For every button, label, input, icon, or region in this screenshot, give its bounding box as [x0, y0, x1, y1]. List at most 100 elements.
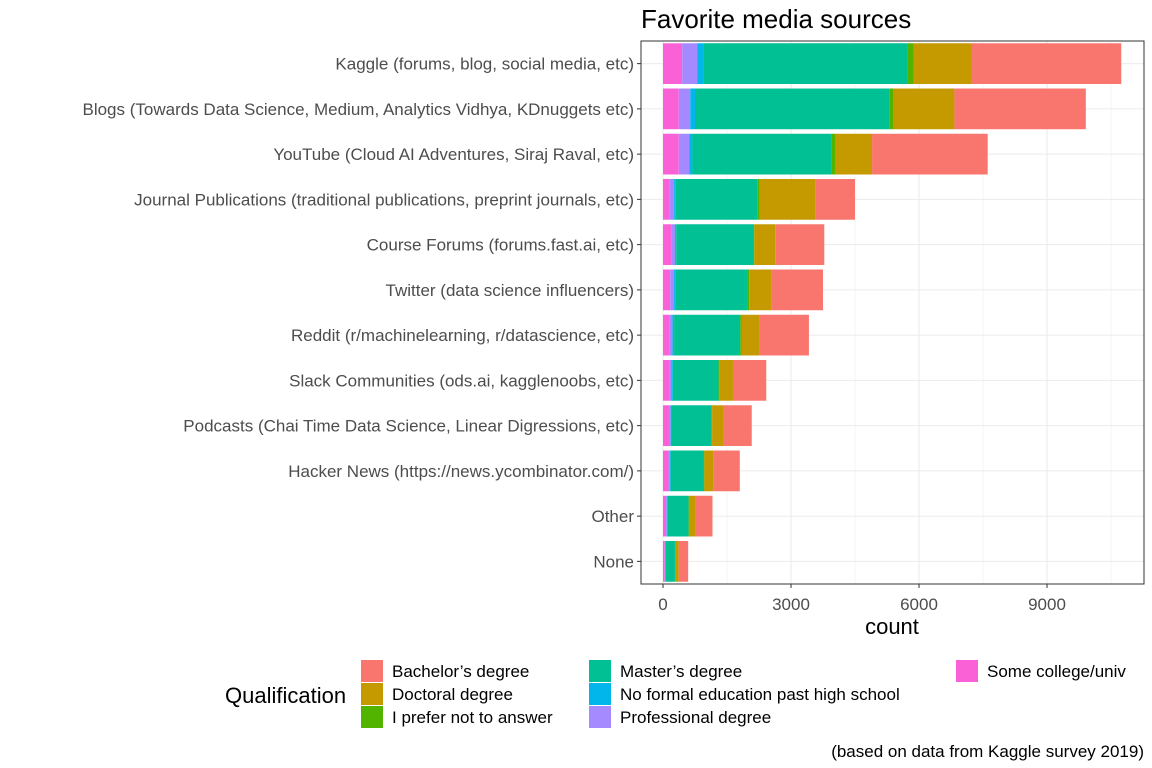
bar-segment: [682, 43, 698, 84]
bar-segment: [703, 450, 705, 492]
bar-group: [663, 269, 823, 311]
bar-segment: [663, 269, 671, 311]
bar-segment: [712, 405, 724, 446]
bar-segment: [689, 495, 696, 537]
bar-segment: [665, 541, 675, 582]
bar-segment: [771, 269, 823, 311]
bar-segment: [695, 88, 890, 130]
bar-segment: [669, 314, 673, 356]
y-tick-label: Slack Communities (ods.ai, kagglenoobs, …: [289, 371, 634, 390]
bar-segment: [907, 43, 914, 84]
legend-key: [956, 660, 978, 682]
legend-items: Bachelor’s degree Doctoral degree I prefer…: [361, 660, 1126, 728]
bar-segment: [759, 179, 816, 220]
bar-segment: [872, 133, 988, 175]
bar-segment: [689, 133, 693, 175]
plot-border: [640, 40, 1145, 585]
bar-segment: [704, 450, 714, 492]
bar-segment: [757, 179, 760, 220]
legend-key: [361, 706, 383, 728]
legend-item: Doctoral degree: [361, 683, 513, 705]
bar-segment: [668, 450, 670, 492]
bar-segment: [718, 360, 720, 401]
bar-segment: [740, 314, 742, 356]
bar-segment: [674, 179, 676, 220]
bar-segment: [663, 314, 670, 356]
bar-segment: [711, 405, 713, 446]
bar-segment: [663, 43, 683, 84]
bar-segment: [670, 405, 672, 446]
legend-item: Bachelor’s degree: [361, 660, 529, 682]
bar-segment: [663, 541, 665, 582]
bar-segment: [741, 314, 760, 356]
y-tick-label: Other: [591, 507, 634, 526]
bar-segment: [672, 360, 719, 401]
legend-label: Some college/univ: [987, 662, 1126, 681]
bar-segment: [670, 450, 704, 492]
bar-segment: [703, 43, 908, 84]
x-axis-title: count: [865, 614, 919, 639]
legend-label: Doctoral degree: [392, 685, 513, 704]
bar-segment: [678, 541, 689, 582]
bar-segment: [669, 360, 672, 401]
bar-segment: [663, 405, 669, 446]
bar-segment: [665, 495, 667, 537]
bar-segment: [674, 314, 741, 356]
legend-title: Qualification: [225, 683, 346, 708]
bar-segment: [674, 269, 676, 311]
legend-label: No formal education past high school: [620, 685, 900, 704]
bar-segment: [815, 179, 855, 220]
bar-segment: [747, 269, 750, 311]
bar-segment: [663, 224, 672, 265]
legend-key: [589, 706, 611, 728]
x-tick-label: 9000: [1028, 595, 1066, 614]
y-tick-label: YouTube (Cloud AI Adventures, Siraj Rava…: [273, 145, 634, 164]
bar-segment: [753, 224, 755, 265]
legend-label: Professional degree: [620, 708, 771, 727]
bar-segment: [674, 224, 677, 265]
bar-segment: [663, 133, 679, 175]
bar-segment: [678, 133, 690, 175]
y-tick-label: Twitter (data science influencers): [386, 281, 635, 300]
y-tick-label: Course Forums (forums.fast.ai, etc): [367, 236, 634, 255]
bar-segment: [671, 360, 673, 401]
bar-segment: [669, 450, 671, 492]
plot-panel: [641, 41, 1144, 584]
y-tick-label: Podcasts (Chai Time Data Science, Linear…: [183, 417, 634, 436]
bar-segment: [668, 405, 671, 446]
bar-segment: [690, 88, 695, 130]
y-tick-label: Hacker News (https://news.ycombinator.co…: [288, 462, 634, 481]
bar-segment: [663, 179, 670, 220]
bar-group: [663, 224, 825, 265]
legend-item: Master’s degree: [589, 660, 742, 682]
bar-segment: [713, 450, 740, 492]
x-axis-labels: 0 3000 6000 9000: [658, 584, 1066, 614]
bar-segment: [663, 450, 669, 492]
bar-segment: [913, 43, 972, 84]
legend-key: [361, 683, 383, 705]
y-axis-labels: Kaggle (forums, blog, social media, etc)…: [82, 55, 641, 571]
bar-segment: [954, 88, 1086, 130]
bar-group: [663, 133, 988, 175]
legend-item: No formal education past high school: [589, 683, 900, 705]
y-tick-label: None: [593, 552, 634, 571]
bar-segment: [671, 224, 675, 265]
legend: Qualification Bachelor’s degree Doctoral …: [225, 660, 1126, 728]
bar-segment: [719, 360, 733, 401]
legend-label: Master’s degree: [620, 662, 742, 681]
bar-segment: [831, 133, 836, 175]
legend-label: Bachelor’s degree: [392, 662, 529, 681]
legend-item: I prefer not to answer: [361, 706, 553, 728]
bar-segment: [889, 88, 894, 130]
bar-group: [663, 360, 767, 401]
bar-group: [663, 179, 855, 220]
bar-group: [663, 541, 689, 582]
bar-segment: [971, 43, 1122, 84]
plot-area: [640, 40, 1145, 585]
bar-segment: [835, 133, 873, 175]
caption: (based on data from Kaggle survey 2019): [831, 742, 1144, 761]
bar-segment: [732, 360, 767, 401]
legend-item: Some college/univ: [956, 660, 1126, 682]
bars: [663, 43, 1122, 582]
